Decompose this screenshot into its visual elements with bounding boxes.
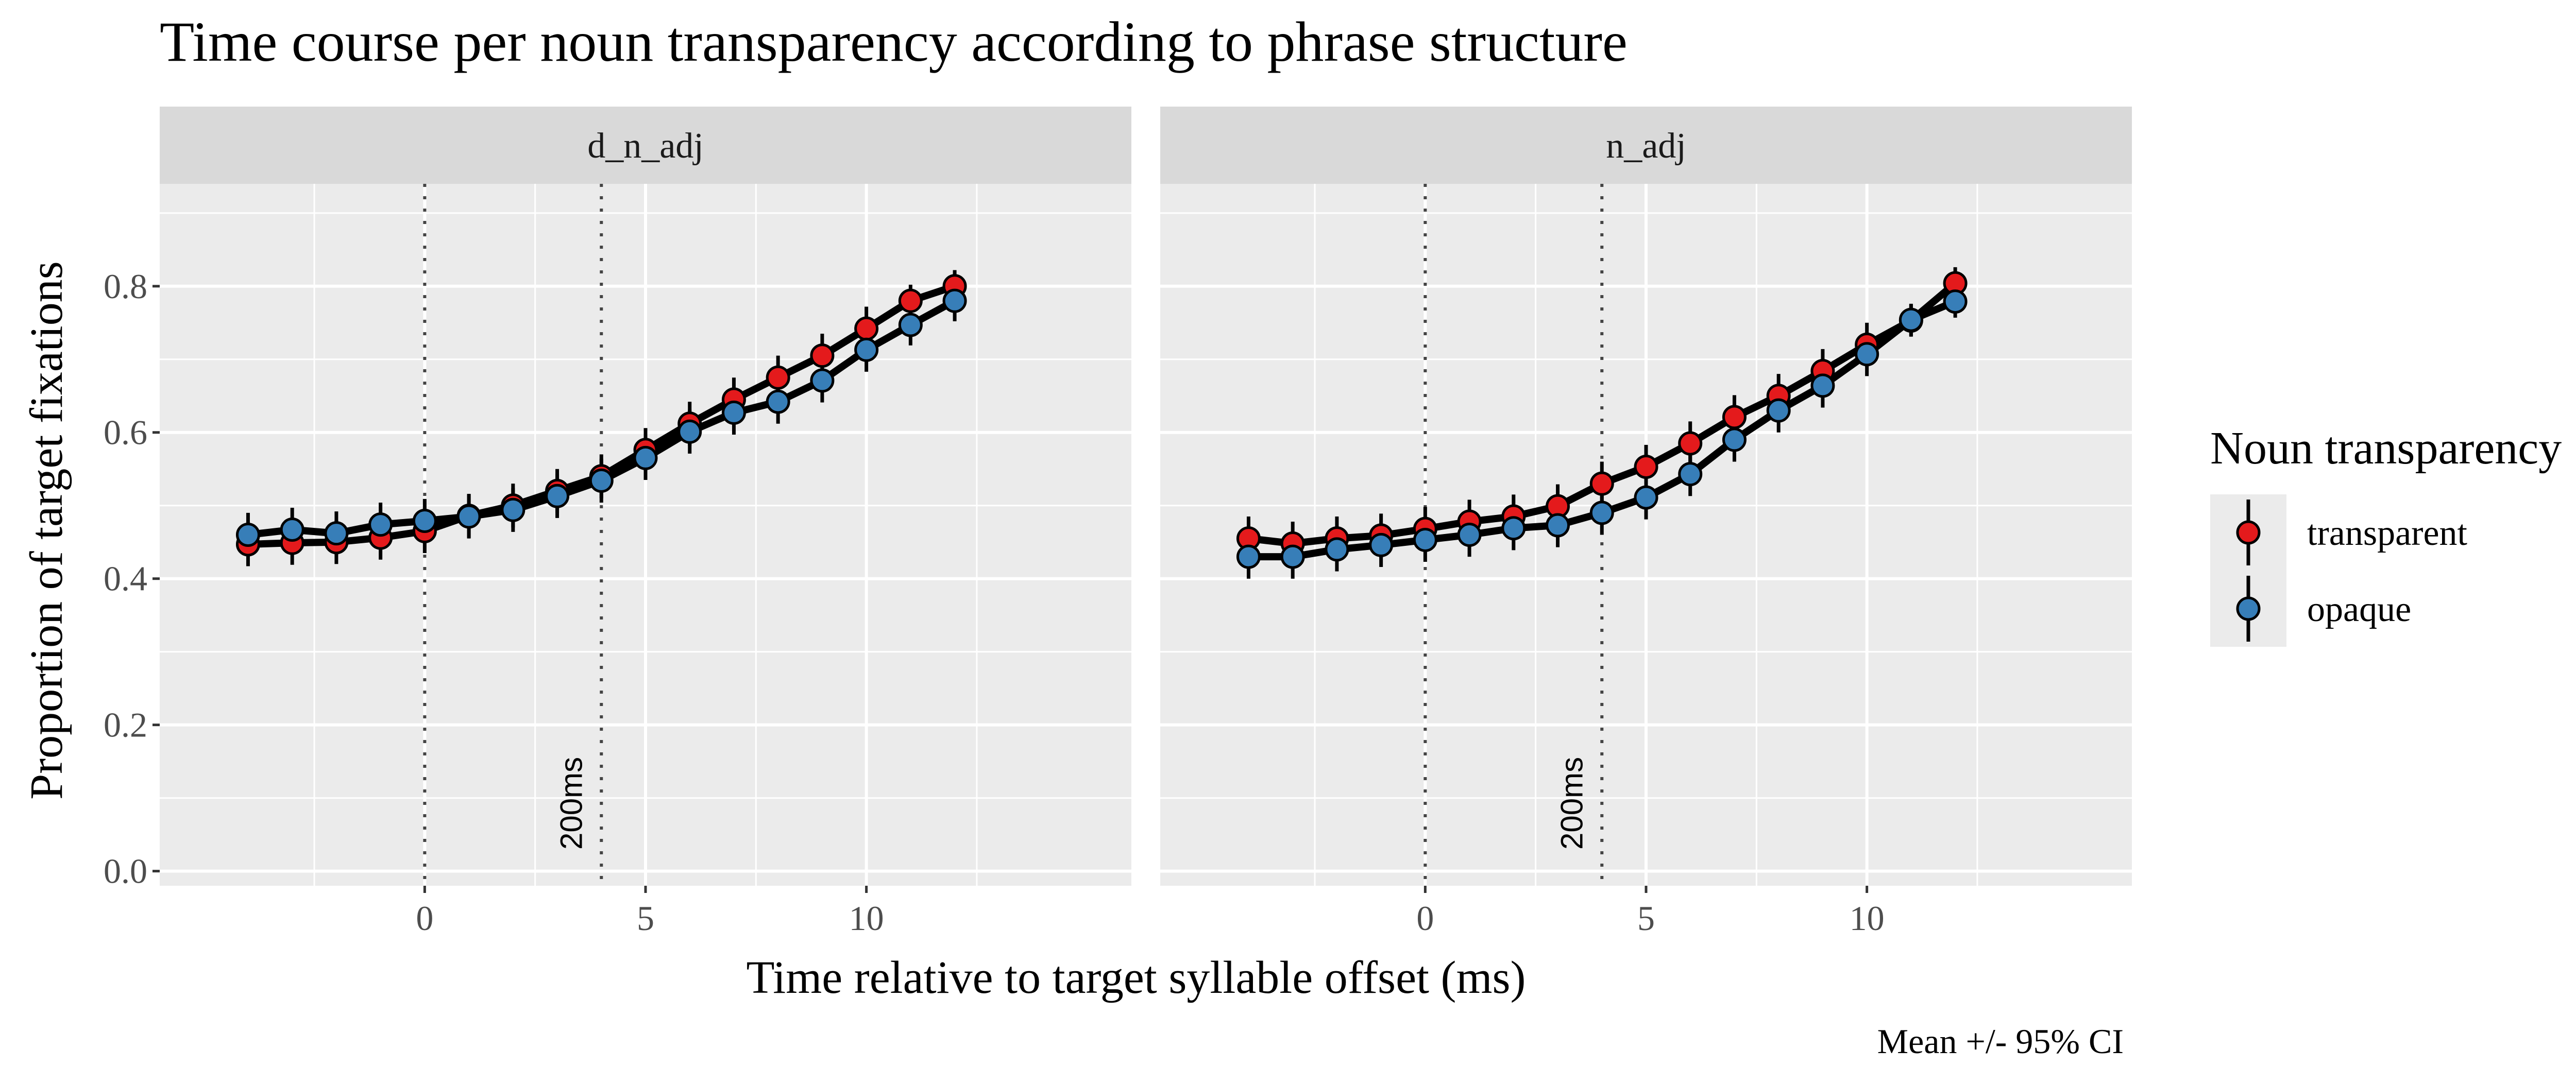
x-tick-label: 0 <box>1416 899 1434 938</box>
data-point-transparent <box>854 316 879 341</box>
data-point-opaque <box>545 484 570 508</box>
data-point-opaque <box>1236 544 1261 569</box>
chart-title: Time course per noun transparency accord… <box>160 10 1628 73</box>
y-tick-label: 0.8 <box>104 267 147 306</box>
panels: d_n_adj 0 5 10 0.0 0.2 0.4 0.6 0.8 200ms n_adj 0 5 10… <box>104 107 2132 938</box>
data-point-opaque <box>1634 485 1658 510</box>
data-point-transparent <box>898 288 923 313</box>
x-tick-label: 10 <box>849 899 884 938</box>
data-point-opaque <box>1766 398 1791 423</box>
data-point-opaque <box>810 368 835 393</box>
data-point-opaque <box>1899 307 1923 332</box>
data-point-opaque <box>1678 462 1703 487</box>
data-point-opaque <box>1501 516 1526 541</box>
data-point-opaque <box>1810 373 1835 398</box>
facet-strip <box>1160 107 2132 184</box>
legend-title: Noun transparency <box>2210 423 2562 474</box>
facet-strip-label: n_adj <box>1606 126 1686 166</box>
data-point-transparent <box>810 343 835 368</box>
data-point-opaque <box>456 504 481 529</box>
data-point-opaque <box>280 518 304 542</box>
data-point-transparent <box>766 365 790 390</box>
data-point-opaque <box>721 400 746 425</box>
data-point-opaque <box>589 468 614 493</box>
y-tick-label: 0.2 <box>104 706 147 745</box>
facet-strip-label: d_n_adj <box>587 126 704 166</box>
y-tick-label: 0.4 <box>104 559 147 598</box>
facet-panel-n_adj: n_adj 0 5 10 200ms <box>1160 107 2132 938</box>
reference-line-label: 200ms <box>1554 757 1589 850</box>
legend-key-point-opaque <box>2236 596 2261 621</box>
data-point-opaque <box>368 512 393 537</box>
x-tick-label: 10 <box>1850 899 1885 938</box>
data-point-opaque <box>942 288 967 313</box>
data-point-opaque <box>412 509 437 534</box>
facet-strip <box>160 107 1131 184</box>
data-point-opaque <box>235 523 260 547</box>
data-point-opaque <box>1943 289 1968 314</box>
data-point-opaque <box>1413 527 1437 552</box>
x-tick-label: 5 <box>637 899 654 938</box>
data-point-opaque <box>677 419 702 444</box>
data-point-opaque <box>324 521 349 546</box>
x-axis-label: Time relative to target syllable offset … <box>746 952 1526 1003</box>
data-point-transparent <box>1589 471 1614 496</box>
data-point-opaque <box>1589 501 1614 525</box>
data-point-opaque <box>633 445 658 470</box>
legend-label-opaque: opaque <box>2307 590 2411 629</box>
data-point-opaque <box>1369 532 1394 557</box>
data-point-opaque <box>1546 513 1570 538</box>
data-point-transparent <box>1634 454 1658 479</box>
caption: Mean +/- 95% CI <box>1877 1022 2124 1061</box>
y-tick-label: 0.0 <box>104 852 147 891</box>
data-point-opaque <box>1457 523 1482 547</box>
data-point-opaque <box>501 497 526 522</box>
data-point-opaque <box>766 389 790 414</box>
legend-key-point-transparent <box>2236 520 2261 545</box>
data-point-opaque <box>1280 544 1305 569</box>
x-tick-label: 0 <box>416 899 433 938</box>
data-point-opaque <box>898 313 923 337</box>
facet-panel-d_n_adj: d_n_adj 0 5 10 0.0 0.2 0.4 0.6 0.8 200ms <box>104 107 1131 938</box>
reference-line-label: 200ms <box>554 757 588 850</box>
data-point-opaque <box>1855 342 1879 367</box>
legend: Noun transparency transparent opaque <box>2210 423 2562 647</box>
data-point-opaque <box>1325 537 1349 562</box>
data-point-transparent <box>1678 431 1703 456</box>
y-tick-label: 0.6 <box>104 413 147 452</box>
y-axis-label: Proportion of target fixations <box>21 261 72 800</box>
data-point-opaque <box>854 337 879 362</box>
data-point-opaque <box>1722 427 1747 452</box>
legend-label-transparent: transparent <box>2307 513 2468 553</box>
x-tick-label: 5 <box>1637 899 1655 938</box>
data-point-transparent <box>1722 405 1747 429</box>
